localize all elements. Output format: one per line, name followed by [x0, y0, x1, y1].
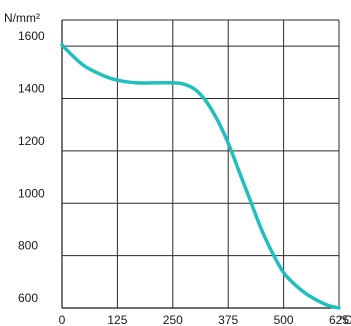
- x-tick-label: 625: [329, 313, 349, 326]
- y-tick-label: 1400: [18, 82, 45, 96]
- y-tick-labels: 600 800 1000 1200 1400 1600: [18, 29, 45, 305]
- series-line: [60, 43, 341, 310]
- x-tick-label: 375: [218, 313, 238, 326]
- axes: [61, 20, 339, 309]
- x-axis-unit-label: °C: [339, 313, 351, 326]
- y-tick-label: 1200: [18, 134, 45, 148]
- x-tick-label: 500: [274, 313, 294, 326]
- y-tick-label: 1600: [18, 29, 45, 43]
- x-tick-labels: 0 125 250 375 500 625: [59, 313, 350, 326]
- grid: [62, 19, 340, 308]
- y-tick-label: 600: [18, 291, 38, 305]
- x-tick-label: 125: [107, 313, 127, 326]
- x-tick-label: 0: [59, 313, 66, 326]
- y-tick-label: 1000: [18, 186, 45, 200]
- y-axis-unit-label: N/mm²: [4, 11, 40, 25]
- y-tick-label: 800: [18, 239, 38, 253]
- series-layer: [60, 43, 341, 310]
- x-tick-label: 250: [163, 313, 183, 326]
